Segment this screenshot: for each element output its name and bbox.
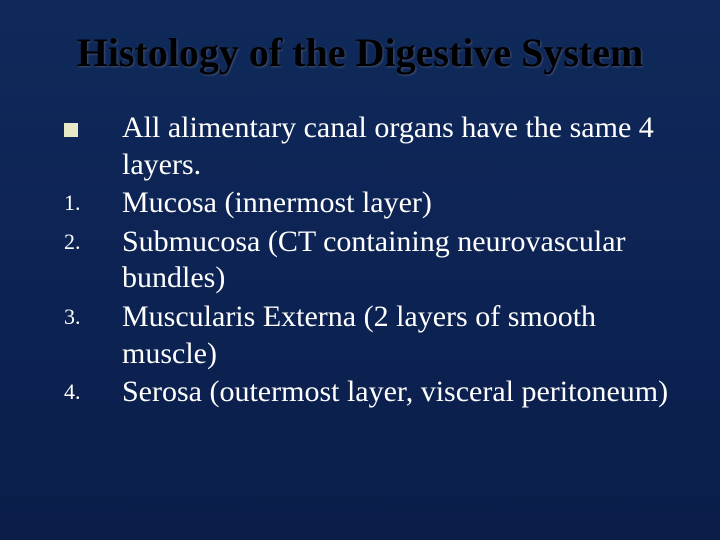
list-item: 3. Muscularis Externa (2 layers of smoot… [62, 299, 680, 372]
list-item: All alimentary canal organs have the sam… [62, 110, 680, 183]
slide-content: All alimentary canal organs have the sam… [40, 110, 680, 411]
slide: Histology of the Digestive System All al… [0, 0, 720, 540]
list-item: 2. Submucosa (CT containing neurovascula… [62, 224, 680, 297]
list-item-text: Serosa (outermost layer, visceral perito… [122, 374, 680, 411]
bullet-marker: 2. [62, 224, 122, 260]
list-item: 4. Serosa (outermost layer, visceral per… [62, 374, 680, 411]
bullet-marker [62, 110, 122, 137]
square-bullet-icon [64, 123, 78, 137]
bullet-marker: 1. [62, 185, 122, 221]
bullet-marker: 4. [62, 374, 122, 410]
list-item-text: Muscularis Externa (2 layers of smooth m… [122, 299, 680, 372]
list-item-text: Submucosa (CT containing neurovascular b… [122, 224, 680, 297]
list-item: 1. Mucosa (innermost layer) [62, 185, 680, 222]
number-bullet: 4. [64, 374, 81, 410]
number-bullet: 1. [64, 185, 81, 221]
slide-title: Histology of the Digestive System [40, 30, 680, 76]
list-item-text: All alimentary canal organs have the sam… [122, 110, 680, 183]
number-bullet: 3. [64, 299, 81, 335]
number-bullet: 2. [64, 224, 81, 260]
bullet-marker: 3. [62, 299, 122, 335]
list-item-text: Mucosa (innermost layer) [122, 185, 680, 222]
